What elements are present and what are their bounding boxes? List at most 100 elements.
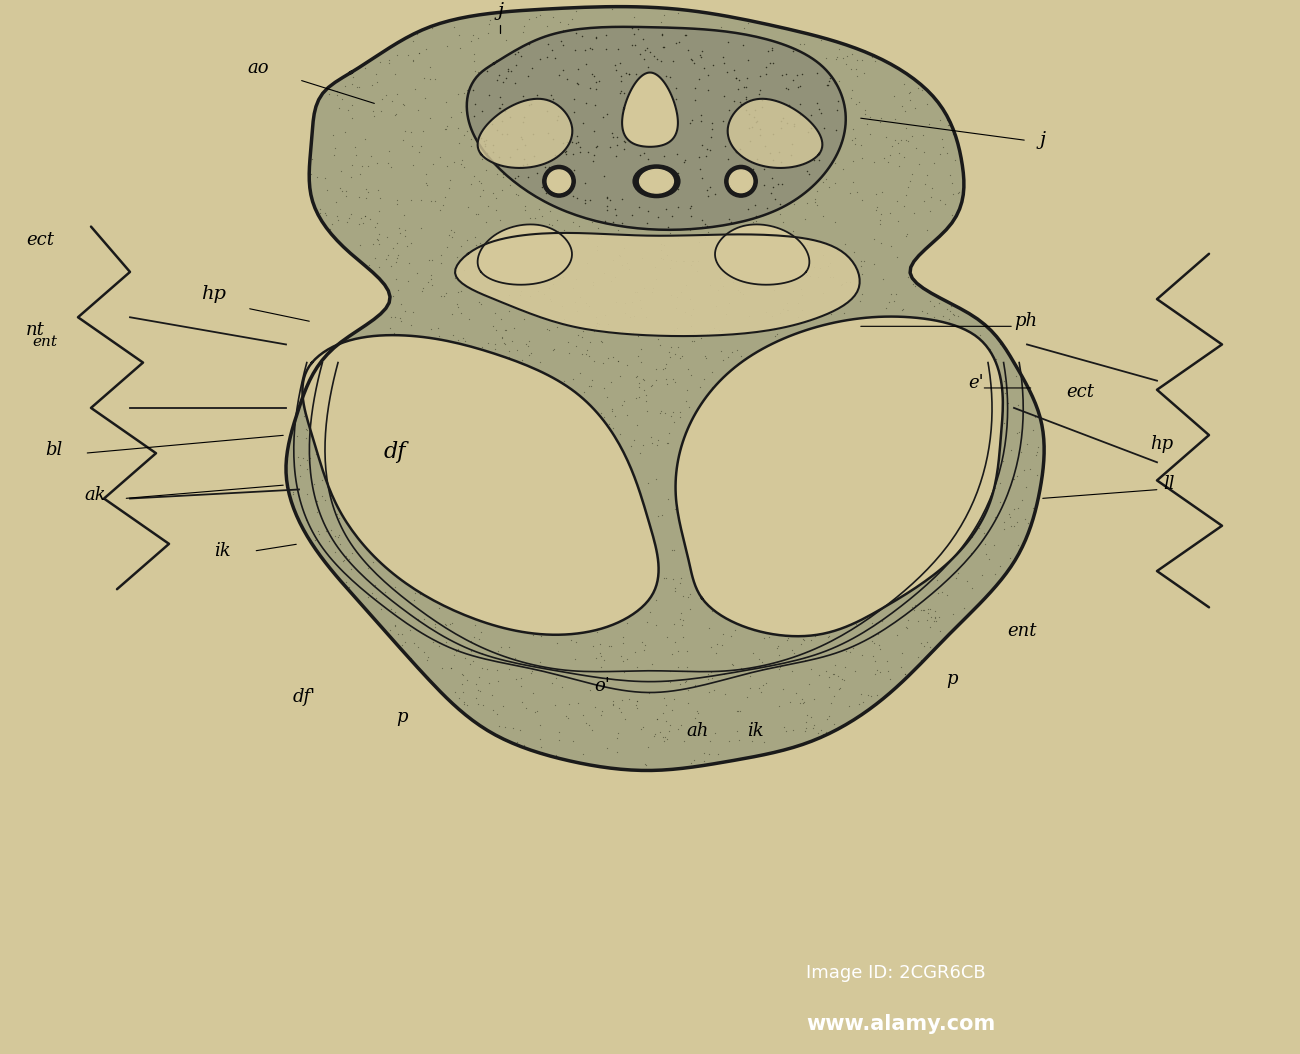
Point — [446, 642, 467, 659]
Point — [910, 635, 931, 651]
Point — [818, 258, 839, 275]
Point — [1004, 501, 1024, 518]
Point — [478, 231, 499, 248]
Polygon shape — [477, 225, 572, 285]
Point — [606, 61, 627, 78]
Point — [536, 103, 556, 120]
Point — [328, 212, 348, 229]
Point — [803, 720, 824, 737]
Point — [556, 145, 577, 162]
Point — [775, 223, 796, 240]
Point — [625, 389, 646, 406]
Point — [680, 221, 701, 238]
Point — [745, 197, 766, 214]
Point — [486, 201, 507, 218]
Point — [815, 171, 836, 188]
Point — [736, 151, 757, 168]
Point — [651, 14, 672, 31]
Point — [552, 134, 573, 151]
Point — [1017, 524, 1037, 541]
Point — [840, 61, 861, 78]
Point — [321, 487, 342, 504]
Point — [381, 158, 402, 175]
Point — [508, 187, 529, 203]
Point — [737, 52, 758, 69]
Point — [862, 627, 883, 644]
Point — [771, 19, 792, 36]
Point — [420, 267, 441, 284]
Point — [771, 113, 792, 130]
Point — [329, 535, 350, 552]
Point — [597, 190, 618, 207]
Point — [690, 378, 711, 395]
Point — [520, 210, 541, 227]
Point — [585, 30, 606, 46]
Point — [566, 42, 586, 59]
Point — [716, 178, 737, 195]
Point — [872, 270, 893, 287]
Point — [498, 61, 519, 78]
Point — [593, 652, 614, 669]
Point — [497, 125, 517, 142]
Point — [369, 226, 390, 242]
Point — [525, 8, 546, 25]
Point — [511, 129, 532, 145]
Point — [540, 202, 560, 219]
Point — [585, 138, 606, 155]
Point — [348, 216, 369, 233]
Point — [841, 81, 862, 98]
Point — [996, 380, 1017, 397]
Point — [538, 159, 559, 176]
Point — [498, 61, 519, 78]
Point — [637, 215, 658, 232]
Point — [590, 636, 611, 652]
Point — [469, 669, 490, 686]
Point — [627, 700, 647, 717]
Point — [448, 636, 469, 652]
Point — [692, 137, 712, 154]
Point — [650, 242, 671, 259]
Point — [633, 93, 654, 110]
Point — [611, 648, 632, 665]
Point — [581, 65, 602, 82]
Point — [472, 102, 493, 119]
Point — [807, 94, 828, 111]
Point — [767, 639, 788, 656]
Point — [809, 666, 829, 683]
Point — [746, 213, 767, 230]
Point — [302, 427, 322, 444]
Point — [607, 129, 628, 145]
Point — [566, 42, 586, 59]
Point — [514, 114, 534, 131]
Point — [482, 143, 503, 160]
Point — [377, 247, 398, 264]
Point — [644, 727, 664, 744]
Point — [736, 79, 757, 96]
Point — [656, 713, 677, 729]
Point — [776, 301, 797, 318]
Point — [812, 725, 833, 742]
Point — [545, 697, 566, 714]
Point — [900, 173, 920, 190]
Point — [514, 109, 534, 125]
Point — [663, 370, 684, 387]
Point — [552, 37, 573, 54]
Point — [644, 165, 664, 182]
Point — [318, 532, 339, 549]
Point — [628, 20, 649, 37]
Point — [585, 96, 606, 113]
Point — [812, 285, 833, 301]
Point — [387, 281, 408, 298]
Point — [653, 148, 673, 164]
Point — [447, 299, 468, 316]
Point — [442, 229, 463, 246]
Point — [468, 206, 489, 222]
Point — [706, 636, 727, 652]
Point — [732, 172, 753, 189]
Circle shape — [640, 170, 673, 193]
Point — [819, 178, 840, 195]
Point — [315, 204, 335, 221]
Point — [1017, 435, 1037, 452]
Point — [365, 65, 386, 82]
Point — [762, 170, 783, 187]
